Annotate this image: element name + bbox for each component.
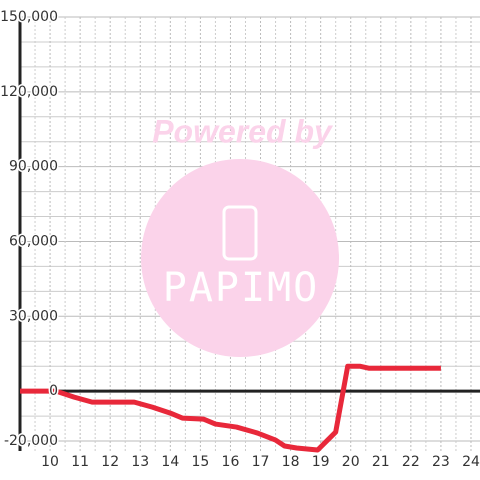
x-tick-label: 17 xyxy=(252,454,270,470)
x-tick-label: 21 xyxy=(372,454,390,470)
watermark-phone xyxy=(222,205,258,261)
x-tick-label: 16 xyxy=(222,454,240,470)
x-tick-label: 14 xyxy=(161,454,179,470)
y-tick-label: 120,000 xyxy=(0,84,58,100)
x-tick-label: 20 xyxy=(342,454,360,470)
y-tick-label: -20,000 xyxy=(4,433,58,449)
data-line xyxy=(20,363,441,453)
x-tick-label: 13 xyxy=(131,454,149,470)
x-tick-label: 18 xyxy=(282,454,300,470)
x-tick-label: 19 xyxy=(312,454,330,470)
x-tick-label: 24 xyxy=(462,454,480,470)
y-tick-label: 60,000 xyxy=(9,233,58,249)
y-tick-label: 30,000 xyxy=(9,308,58,324)
x-tick-label: 22 xyxy=(402,454,420,470)
watermark: Powered by PAPIMO xyxy=(141,113,339,357)
y-tick-label: 150,000 xyxy=(0,9,58,25)
y-tick-label: 90,000 xyxy=(9,159,58,175)
y-tick-label: 0 xyxy=(49,383,58,399)
watermark-logo: PAPIMO xyxy=(163,265,320,311)
x-tick-label: 11 xyxy=(71,454,89,470)
watermark-text: Powered by xyxy=(152,113,334,149)
x-tick-label: 10 xyxy=(41,454,59,470)
x-tick-label: 23 xyxy=(432,454,450,470)
x-tick-label: 15 xyxy=(191,454,209,470)
x-tick-label: 12 xyxy=(101,454,119,470)
